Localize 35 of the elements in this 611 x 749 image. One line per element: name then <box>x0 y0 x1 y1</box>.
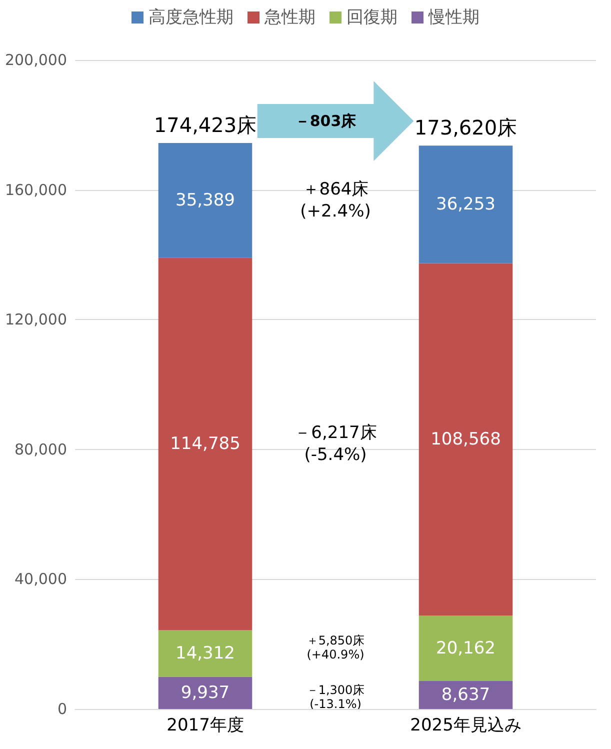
bar <box>158 142 252 258</box>
data-label: 36,253 <box>436 194 496 214</box>
y-tick-label: 80,000 <box>14 440 67 458</box>
data-label: 108,568 <box>430 429 501 450</box>
data-label: 35,389 <box>176 190 235 210</box>
data-label: 20,162 <box>436 638 496 658</box>
bar <box>158 258 252 630</box>
y-tick-label: 120,000 <box>4 310 67 329</box>
legend-label: 回復期 <box>346 8 398 28</box>
x-tick-label: 2025年見込み <box>410 716 522 736</box>
y-tick-label: 200,000 <box>4 51 67 69</box>
bar <box>418 263 513 616</box>
annotation: －6,217床 (-5.4%) <box>294 423 377 466</box>
data-label: 8,637 <box>441 684 490 705</box>
data-label: 9,937 <box>180 682 230 703</box>
data-label: 114,785 <box>170 434 240 454</box>
y-tick-label: 0 <box>57 700 67 718</box>
y-tick-label: 40,000 <box>14 570 67 588</box>
bar <box>158 630 252 677</box>
bar <box>418 680 513 709</box>
legend-label: 高度急性期 <box>148 8 234 28</box>
data-label: 14,312 <box>176 644 235 664</box>
annotation: ＋5,850床 (+40.9%) <box>306 634 365 662</box>
bar <box>418 616 513 681</box>
legend-label: 急性期 <box>264 8 316 28</box>
legend-label: 慢性期 <box>428 8 480 28</box>
total-label: 173,620床 <box>414 116 518 140</box>
bar <box>158 676 252 709</box>
annotation: ＋864床 (+2.4%) <box>300 179 371 222</box>
y-tick-label: 160,000 <box>4 180 67 199</box>
annotation: －803床 <box>294 112 358 130</box>
bar <box>418 146 513 264</box>
x-tick-label: 2017年度 <box>166 716 244 736</box>
annotation: －1,300床 (-13.1%) <box>306 682 365 711</box>
total-label: 174,423床 <box>154 112 257 137</box>
